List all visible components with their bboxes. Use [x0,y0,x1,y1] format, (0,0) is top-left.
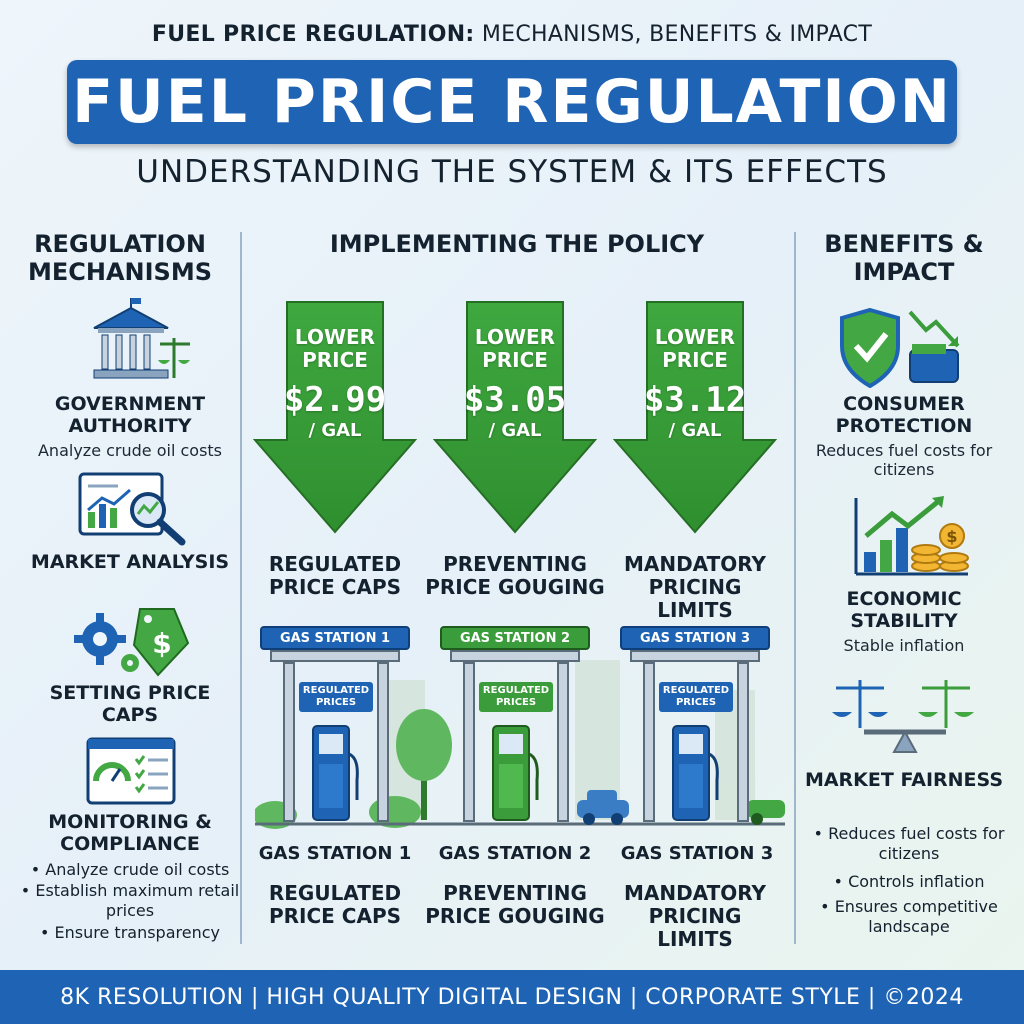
supertitle-rest: MECHANISMS, BENEFITS & IMPACT [481,22,873,47]
left-bullet-list: Analyze crude oil costs Establish maximu… [18,858,242,944]
monitoring-compliance-title: MONITORING & COMPLIANCE [48,811,212,855]
station-name-1: GAS STATION 1 [258,843,412,864]
fuel-pump-icon [671,724,719,822]
arrow-label: LOWER PRICE [654,325,736,372]
fuel-pump-icon [491,724,539,822]
fuel-pump-icon [311,724,359,822]
market-analysis-title: MARKET ANALYSIS [30,551,230,573]
subtitle: UNDERSTANDING THE SYSTEM & ITS EFFECTS [136,154,888,190]
list-item: Ensure transparency [18,921,242,944]
station-sign-2: GAS STATION 2 [440,626,590,650]
arrow-unit: / GAL [668,420,722,441]
list-item: Analyze crude oil costs [18,858,242,881]
station-caption-3: MANDATORY PRICING LIMITS [623,881,767,951]
arrow-price: $3.05 [463,380,567,420]
government-authority-title: GOVERNMENT AUTHORITY [54,393,206,437]
station-pillar [283,662,295,822]
station-name-3: GAS STATION 3 [620,843,774,864]
list-item: Establish maximum retail prices [18,881,242,921]
list-item: Reduces fuel costs for citizens [804,824,1014,864]
footer-bar: 8K RESOLUTION | HIGH QUALITY DIGITAL DES… [0,970,1024,1024]
station-sign-3: GAS STATION 3 [620,626,770,650]
economic-stability-title: ECONOMIC STABILITY [846,588,962,632]
svg-text:$: $ [152,627,171,660]
price-arrow-3: LOWER PRICE $3.12 / GAL [613,300,777,536]
economic-stability-desc: Stable inflation [843,636,965,655]
policy-caption-2: PREVENTING PRICE GOUGING [425,552,605,599]
left-heading: REGULATION MECHANISMS [27,230,213,286]
gear-price-tag-icon: $ [74,605,194,679]
center-heading: IMPLEMENTING THE POLICY [329,230,705,258]
station-pillar [557,662,569,822]
right-bullet-list: Reduces fuel costs for citizens Controls… [804,824,1014,937]
setting-price-caps-title: SETTING PRICE CAPS [49,682,211,726]
regulated-prices-sign: REGULATED PRICES [479,682,553,712]
list-item: Ensures competitive landscape [804,897,1014,937]
station-pillar [463,662,475,822]
list-item: Controls inflation [804,870,1014,893]
arrow-price: $3.12 [643,380,747,420]
station-canopy [630,650,760,662]
balance-scale-icon [830,676,980,758]
price-arrow-1: LOWER PRICE $2.99 / GAL [253,300,417,536]
left-divider [240,232,242,944]
arrow-price: $2.99 [283,380,387,420]
supertitle: FUEL PRICE REGULATION: MECHANISMS, BENEF… [0,22,1024,47]
station-pillar [377,662,389,822]
price-arrow-2: LOWER PRICE $3.05 / GAL [433,300,597,536]
policy-caption-1: REGULATED PRICE CAPS [268,552,402,599]
station-canopy [450,650,580,662]
station-canopy [270,650,400,662]
arrow-label: LOWER PRICE [474,325,556,372]
consumer-protection-title: CONSUMER PROTECTION [835,393,973,437]
gas-station-scene: GAS STATION 1 REGULATED PRICES GAS STATI… [255,620,785,830]
market-analysis-icon [78,472,188,546]
policy-caption-3: MANDATORY PRICING LIMITS [623,552,767,622]
right-heading: BENEFITS & IMPACT [824,230,984,286]
shield-check-icon [840,306,970,389]
station-caption-2: PREVENTING PRICE GOUGING [425,881,605,928]
svg-text:$: $ [946,527,957,546]
page-title: FUEL PRICE REGULATION [72,67,952,137]
station-name-2: GAS STATION 2 [438,843,592,864]
right-divider [794,232,796,944]
arrow-unit: / GAL [488,420,542,441]
regulated-prices-sign: REGULATED PRICES [299,682,373,712]
station-pillar [737,662,749,822]
title-banner: FUEL PRICE REGULATION [67,60,957,144]
station-caption-1: REGULATED PRICE CAPS [268,881,402,928]
growth-coins-icon: $ [852,496,972,578]
government-building-icon [86,298,196,386]
footer-text: 8K RESOLUTION | HIGH QUALITY DIGITAL DES… [60,984,964,1010]
monitoring-dashboard-icon [86,737,176,805]
consumer-protection-desc: Reduces fuel costs for citizens [815,441,993,479]
arrow-label: LOWER PRICE [294,325,376,372]
supertitle-bold: FUEL PRICE REGULATION: [151,22,475,47]
government-authority-desc: Analyze crude oil costs [37,441,223,460]
regulated-prices-sign: REGULATED PRICES [659,682,733,712]
station-sign-1: GAS STATION 1 [260,626,410,650]
market-fairness-title: MARKET FAIRNESS [804,769,1004,791]
arrow-unit: / GAL [308,420,362,441]
station-pillar [643,662,655,822]
